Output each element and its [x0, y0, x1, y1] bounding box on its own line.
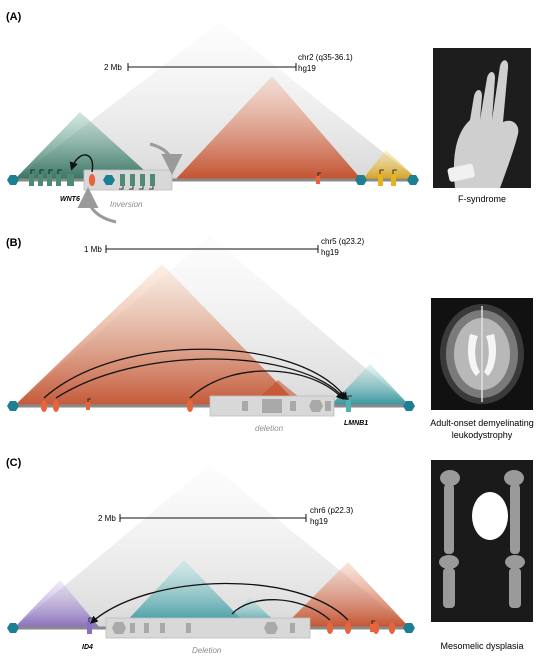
panel-a-tad-green [14, 112, 155, 180]
panel-b-deletion-content [242, 399, 331, 413]
panel-a-tad-yellow [362, 150, 418, 180]
panel-a: (A) 2 Mb chr2 (q35-36.1) hg19 [6, 11, 531, 224]
panel-c-deletion-box [105, 617, 311, 639]
panel-a-gene-label: WNT6 [60, 196, 80, 203]
panel-a-inversion-arrow-top [149, 142, 183, 175]
panel-c-tad-purple [14, 580, 100, 628]
panel-b-enhancers [40, 400, 194, 412]
panel-c-contact-arcs [90, 582, 349, 624]
panel-c-deletion-content [112, 622, 295, 634]
panel-b-assembly: hg19 [321, 248, 339, 257]
panel-a-contact-arrow [69, 154, 94, 173]
panel-c-gene-orange [370, 624, 374, 632]
panel-a-genes-inversion [120, 174, 155, 186]
panel-a-scale-label: 2 Mb [104, 63, 122, 72]
panel-b-disease-line2: leukodystrophy [452, 430, 513, 440]
panel-c: (C) 2 Mb chr6 (p22.3) hg19 [6, 457, 533, 655]
panel-c-sv-label: Deletion [192, 646, 222, 655]
panel-a-genes-yellow [378, 174, 396, 186]
panel-c-hic-map [14, 464, 410, 628]
panel-b-tad-orange [14, 264, 300, 406]
panel-c-letter: (C) [6, 457, 22, 469]
hand-illustration [447, 60, 519, 188]
panel-b: (B) 1 Mb chr5 (q23.2) hg19 [6, 236, 534, 440]
xray-illustration [439, 470, 525, 608]
panel-b-ctcf-right [403, 401, 415, 411]
panel-b-contact-arcs [43, 348, 348, 401]
panel-a-ctcf-left [7, 175, 19, 185]
panel-a-gene-arrows-yellow [379, 169, 397, 174]
panel-c-region: chr6 (p22.3) [310, 506, 353, 515]
panel-b-region: chr5 (q23.2) [321, 237, 364, 246]
panel-a-inversion-arrow-bottom [77, 187, 117, 224]
panel-a-gene-arrows-left [30, 169, 62, 174]
panel-a-assembly: hg19 [298, 64, 316, 73]
panel-c-tad-teal-1 [120, 560, 250, 628]
panel-b-sv-label: deletion [255, 424, 284, 433]
xray-privacy-mask [472, 492, 508, 540]
panel-a-disease: F-syndrome [458, 194, 506, 204]
panel-b-gene-arrow-orange [87, 398, 91, 402]
panel-a-inversion-box [83, 169, 173, 191]
panel-a-gene-arrow-orange [317, 172, 321, 176]
panel-c-assembly: hg19 [310, 517, 328, 526]
panel-c-gene-label: ID4 [82, 644, 93, 651]
panel-a-sv-label: Inversion [110, 200, 143, 209]
panel-b-lmnb1-arrow [347, 395, 352, 400]
panel-a-letter: (A) [6, 11, 22, 23]
panel-b-scale-label: 1 Mb [84, 245, 102, 254]
panel-b-disease-line1: Adult-onset demyelinating [430, 418, 534, 428]
panel-c-gene-arrow-orange [371, 620, 375, 624]
panel-a-wnt6-gene [69, 174, 74, 186]
panel-c-scale-label: 2 Mb [98, 514, 116, 523]
panel-c-disease: Mesomelic dysplasia [440, 641, 523, 651]
panel-a-ctcf-right1 [355, 175, 367, 185]
panel-c-ctcf-left [7, 623, 19, 633]
panel-c-ctcf-right [403, 623, 415, 633]
panel-a-gene-orange-right [316, 176, 320, 184]
panel-a-ctcf-right2 [407, 175, 419, 185]
brain-mri-illustration [440, 304, 524, 404]
panel-a-ctcf-inversion [103, 175, 115, 185]
panel-b-lmnb1-gene [346, 400, 351, 412]
panel-a-region: chr2 (q35-36.1) [298, 53, 353, 62]
panel-b-gene-label: LMNB1 [344, 420, 368, 427]
panel-b-gene-orange [86, 402, 90, 410]
panel-b-tad-teal [330, 364, 410, 406]
panel-a-tad-orange [175, 76, 362, 180]
panel-a-gene-arrows-inversion [119, 186, 154, 190]
panel-c-id4-gene [87, 622, 92, 634]
panel-c-tad-orange [282, 562, 410, 628]
panel-c-enhancers [326, 622, 396, 634]
panel-b-letter: (B) [6, 237, 22, 249]
panel-a-enhancer-inversion [88, 174, 96, 186]
panel-b-ctcf-left [7, 401, 19, 411]
